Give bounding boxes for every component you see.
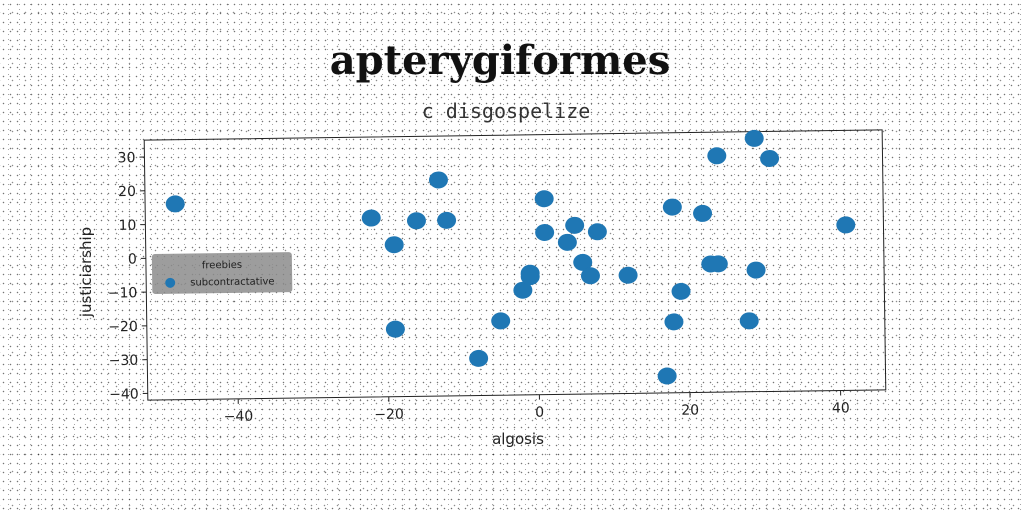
- data-point: [580, 267, 600, 285]
- y-tick-label: −20: [108, 319, 138, 335]
- data-point: [739, 312, 759, 330]
- data-point: [165, 195, 185, 213]
- plot-area: −40 −20 0 20 40 −40 −30 −20 −10 0 10 20 30 freebies su…: [108, 129, 887, 425]
- data-point: [707, 147, 727, 165]
- data-point: [744, 129, 764, 147]
- data-point: [361, 209, 381, 227]
- data-point: [693, 204, 713, 222]
- data-point: [746, 261, 766, 279]
- data-point: [557, 233, 577, 251]
- data-point: [384, 236, 404, 254]
- y-tick-label: 20: [118, 184, 136, 200]
- y-tick-label: 0: [128, 251, 137, 267]
- y-tick-label: −10: [108, 285, 138, 301]
- data-point: [664, 313, 684, 331]
- data-point: [662, 198, 682, 216]
- y-tick-label: −30: [109, 353, 139, 369]
- data-point: [587, 223, 607, 241]
- data-point: [671, 282, 691, 300]
- chart-subtitle: c disgospelize: [422, 99, 591, 123]
- y-axis-label: justiciarship: [77, 227, 95, 318]
- legend-marker: [165, 277, 176, 288]
- plot-frame: [143, 129, 887, 401]
- x-tick-label: 0: [535, 405, 544, 421]
- y-tick-label: −40: [109, 387, 139, 403]
- x-tick-label: 20: [681, 402, 699, 418]
- data-point: [657, 367, 677, 385]
- data-point: [573, 253, 593, 271]
- x-tick-label: −20: [374, 407, 404, 423]
- data-point: [708, 255, 728, 273]
- data-point: [428, 171, 448, 189]
- y-tick-label: 10: [118, 218, 136, 234]
- data-point: [520, 268, 540, 286]
- data-point: [406, 212, 426, 230]
- data-point: [469, 349, 489, 367]
- data-point: [437, 211, 457, 229]
- chart-title: apterygiformes: [330, 37, 671, 84]
- data-point: [491, 312, 511, 330]
- data-point: [513, 281, 533, 299]
- x-axis-label: algosis: [492, 430, 544, 448]
- data-point: [534, 190, 554, 208]
- data-point: [535, 224, 555, 242]
- data-point: [760, 149, 780, 167]
- data-point: [836, 216, 856, 234]
- data-point: [385, 320, 405, 338]
- legend-entry-label: subcontractative: [190, 276, 274, 288]
- legend-title: freebies: [202, 260, 242, 272]
- x-tick-label: −40: [224, 409, 254, 425]
- x-tick-label: 40: [832, 400, 850, 416]
- y-tick-label: 30: [118, 150, 136, 166]
- data-point: [618, 266, 638, 284]
- legend-box: [151, 252, 293, 295]
- data-point: [565, 216, 585, 234]
